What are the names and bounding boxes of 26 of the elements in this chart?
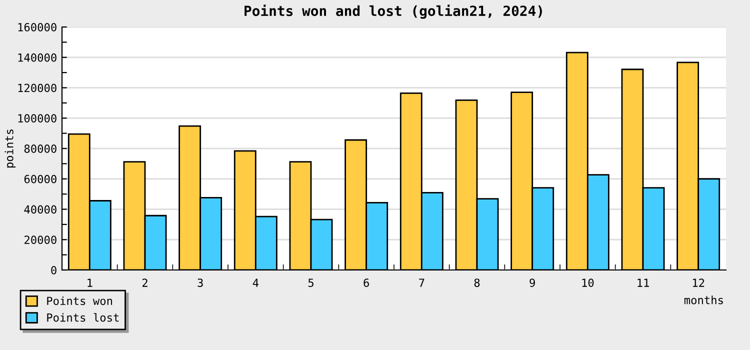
y-tick-label: 20000 (24, 236, 56, 244)
x-tick-label: 9 (530, 278, 535, 287)
y-tick-label: 120000 (18, 84, 56, 92)
x-tick-label: 4 (252, 278, 258, 287)
x-axis-title: months (684, 296, 723, 304)
x-tick-label: 10 (582, 278, 594, 287)
y-tick-label: 60000 (24, 174, 56, 184)
x-tick-label: 3 (198, 278, 203, 287)
y-tick-label: 0 (51, 266, 56, 274)
legend-label: Points won (47, 296, 112, 306)
x-tick-label: 8 (474, 278, 480, 287)
x-tick-label: 1 (88, 278, 92, 287)
x-tick-label: 5 (308, 278, 314, 287)
y-tick-label: 100000 (18, 114, 56, 123)
legend-label: Points lost (47, 313, 119, 322)
y-tick-label: 160000 (18, 23, 56, 32)
x-tick-label: 12 (692, 278, 704, 287)
x-tick-label: 11 (638, 278, 649, 287)
y-axis-title: points (4, 130, 16, 168)
y-tick-label: 80000 (24, 144, 56, 153)
y-tick-label: 140000 (18, 53, 56, 62)
x-tick-label: 6 (364, 278, 369, 287)
x-tick-label: 7 (419, 278, 424, 287)
x-tick-label: 2 (142, 278, 148, 287)
y-tick-label: 40000 (24, 205, 56, 214)
chart-title: Points won and lost (golian21, 2024) (244, 4, 542, 19)
